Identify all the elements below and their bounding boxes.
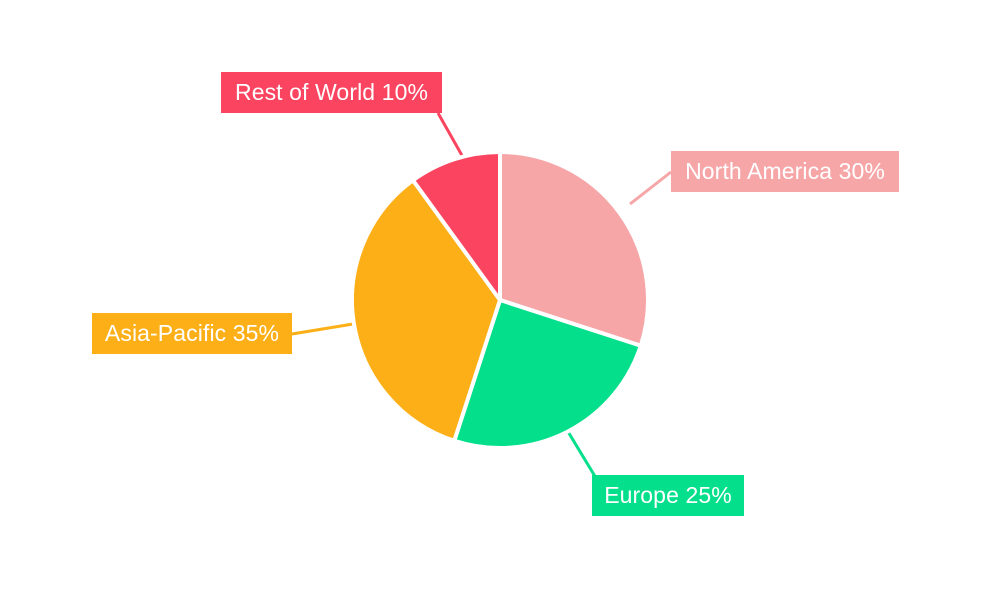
pie-label-text-asia-pacific: Asia-Pacific 35% (104, 320, 280, 346)
pie-label-text-north-america: North America 30% (685, 158, 885, 184)
leader-line-europe (565, 429, 598, 479)
pie-label-rest-of-world: Rest of World 10% (221, 72, 442, 113)
pie-slice-asia-pacific[interactable] (350, 178, 502, 443)
pie-label-text-rest-of-world: Rest of World 10% (234, 79, 429, 105)
leader-line-north-america (629, 170, 672, 206)
pie-slice-north-america[interactable] (498, 150, 650, 348)
leader-lines-group (291, 112, 672, 479)
pie-slices-group (350, 150, 650, 450)
pie-slice-europe[interactable] (452, 298, 643, 450)
pie-slice-rest-of-world[interactable] (411, 150, 502, 302)
pie-label-text-europe: Europe 25% (604, 482, 732, 508)
pie-label-europe: Europe 25% (592, 475, 744, 516)
leader-line-rest-of-world (436, 112, 466, 160)
leader-line-asia-pacific (291, 322, 354, 336)
pie-label-asia-pacific: Asia-Pacific 35% (92, 313, 292, 354)
pie-label-north-america: North America 30% (671, 151, 899, 192)
